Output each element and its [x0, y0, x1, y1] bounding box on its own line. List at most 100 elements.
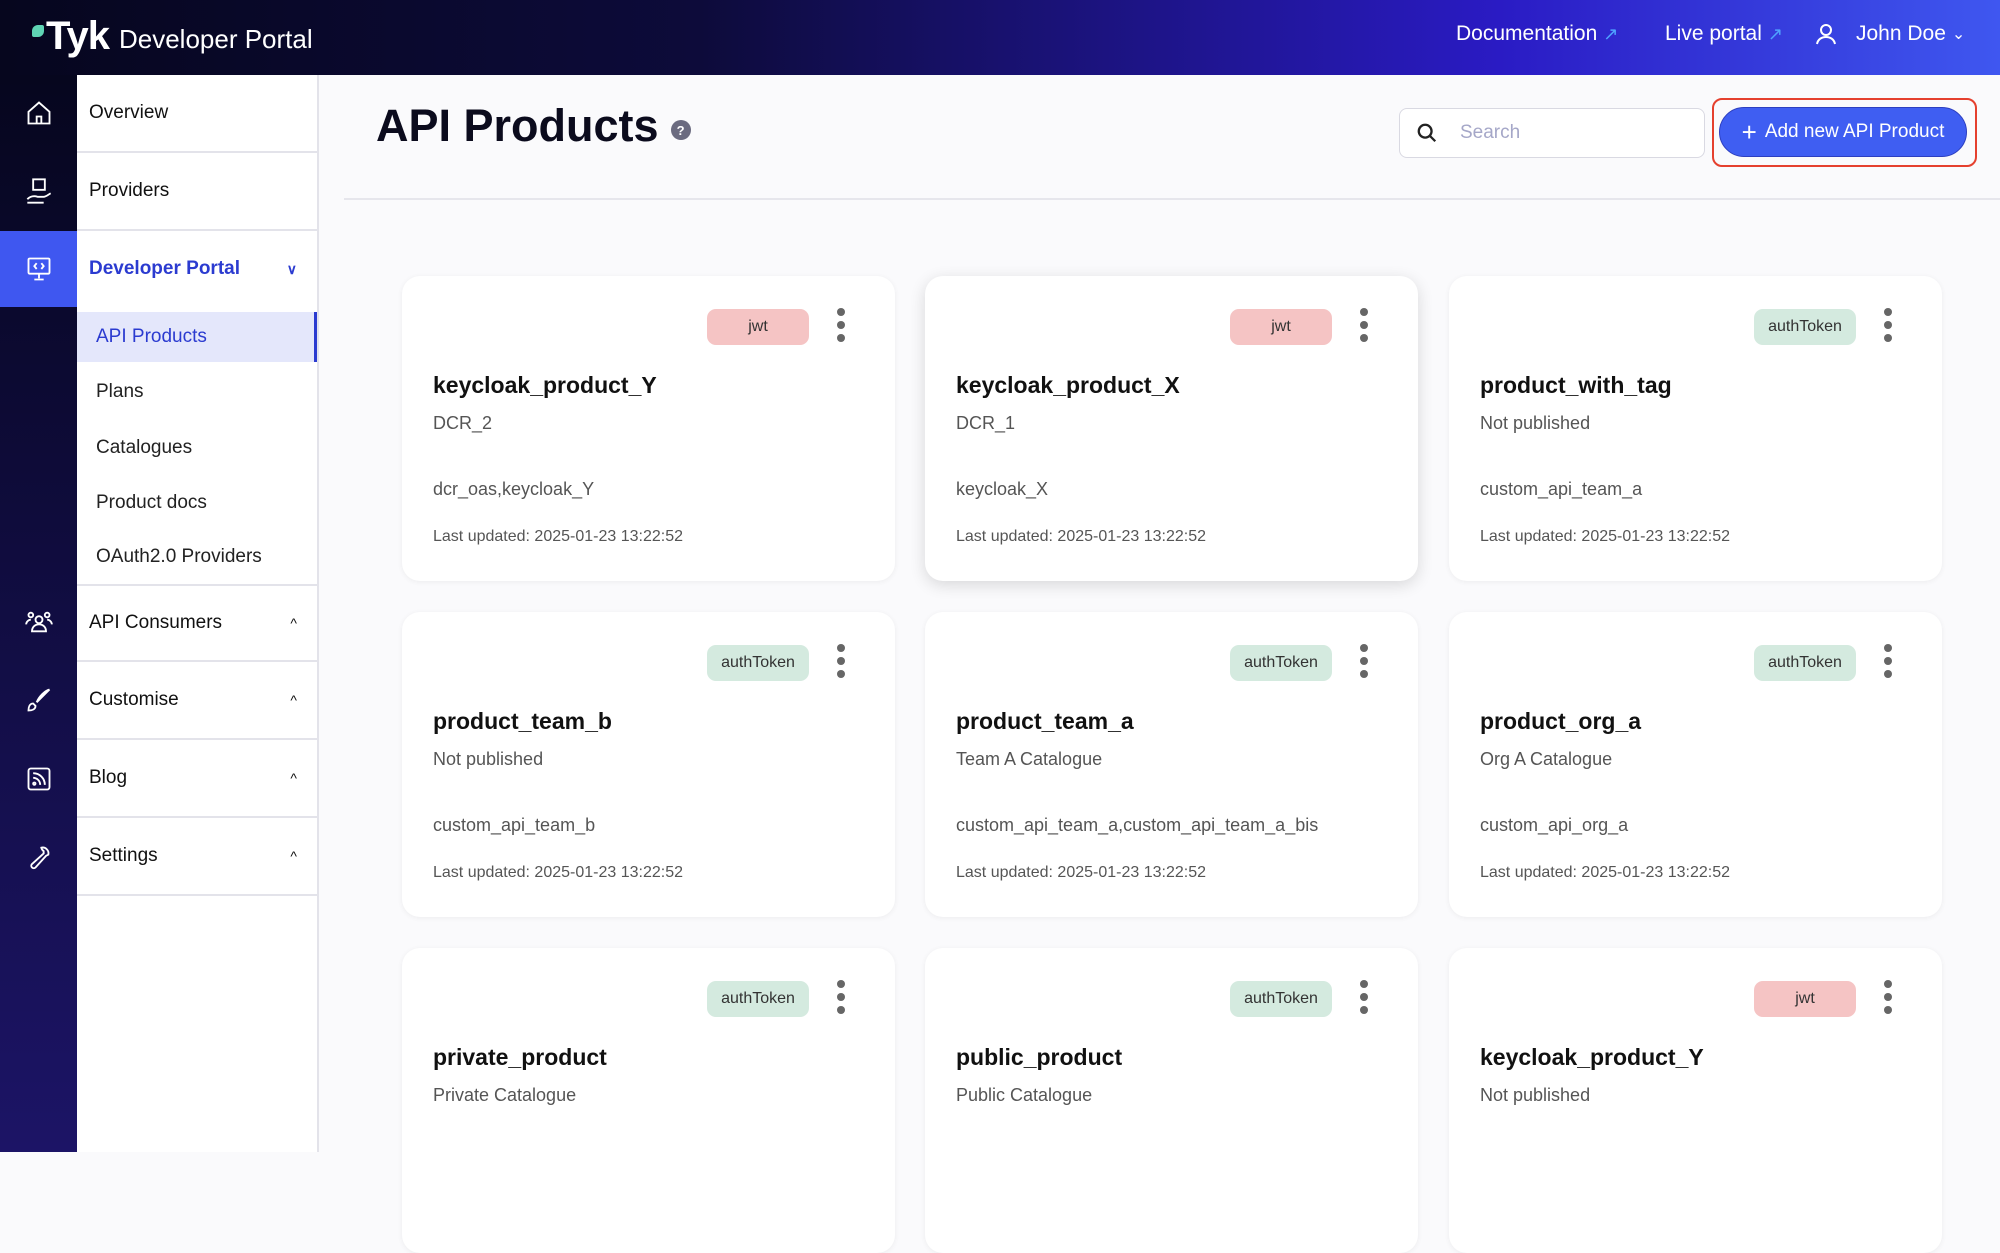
product-card[interactable]: jwt keycloak_product_Y Not published — [1449, 948, 1942, 1253]
product-apis: dcr_oas,keycloak_Y — [433, 479, 595, 499]
live-portal-link[interactable]: Live portal ↗ — [1665, 22, 1783, 46]
sidebar-item-label: Overview — [89, 102, 169, 123]
add-api-product-button[interactable]: + Add new API Product — [1719, 107, 1967, 157]
chevron-down-icon: ⌄ — [1951, 26, 1966, 43]
rail-customise[interactable] — [0, 662, 77, 738]
product-name: keycloak_product_Y — [433, 372, 657, 398]
product-apis: custom_api_team_a — [1480, 479, 1643, 499]
product-card[interactable]: authToken private_product Private Catalo… — [402, 948, 895, 1253]
product-card[interactable]: authToken public_product Public Catalogu… — [925, 948, 1418, 1253]
auth-type-badge: jwt — [1230, 309, 1332, 345]
home-icon — [27, 101, 50, 125]
sidebar-item-label: Developer Portal — [89, 258, 240, 279]
sidebar-subitem-plans[interactable]: Plans — [77, 367, 317, 417]
product-catalogue: Not published — [1480, 413, 1591, 433]
product-catalogue: Org A Catalogue — [1480, 749, 1613, 769]
rail-settings[interactable] — [0, 819, 77, 895]
sidebar-item-label: Customise — [89, 689, 179, 710]
auth-type-badge: authToken — [1754, 309, 1856, 345]
user-menu[interactable]: John Doe ⌄ — [1814, 22, 1965, 46]
product-catalogue: Public Catalogue — [956, 1085, 1093, 1105]
auth-type-badge: jwt — [707, 309, 809, 345]
product-apis: custom_api_org_a — [1480, 815, 1629, 835]
product-name: product_with_tag — [1480, 372, 1672, 398]
sidebar-item-developer-portal[interactable]: Developer Portal ∨ — [77, 231, 317, 307]
product-name: product_team_b — [433, 708, 612, 734]
product-apis: custom_api_team_b — [433, 815, 596, 835]
product-name: public_product — [956, 1044, 1123, 1070]
rail-blog[interactable] — [0, 741, 77, 817]
chevron-up-icon: ^ — [290, 848, 297, 864]
users-icon — [24, 611, 53, 633]
chevron-up-icon: ^ — [290, 615, 297, 631]
last-updated: Last updated: 2025-01-23 13:22:52 — [956, 864, 1206, 881]
page-title: API Products? — [376, 100, 691, 152]
sidebar-item-settings[interactable]: Settings ^ — [77, 818, 317, 896]
last-updated: Last updated: 2025-01-23 13:22:52 — [956, 528, 1206, 545]
sidebar-item-api-consumers[interactable]: API Consumers ^ — [77, 584, 317, 662]
more-options-icon[interactable] — [835, 644, 847, 678]
product-catalogue: DCR_1 — [956, 413, 1016, 433]
sidebar-subitem-label: Product docs — [96, 492, 207, 513]
product-apis: keycloak_X — [956, 479, 1049, 499]
last-updated: Last updated: 2025-01-23 13:22:52 — [433, 864, 683, 881]
product-catalogue: Private Catalogue — [433, 1085, 577, 1105]
sidebar-item-blog[interactable]: Blog ^ — [77, 740, 317, 818]
more-options-icon[interactable] — [1882, 980, 1894, 1014]
last-updated: Last updated: 2025-01-23 13:22:52 — [1480, 528, 1730, 545]
search-input[interactable] — [1460, 122, 1660, 144]
chevron-up-icon: ^ — [290, 770, 297, 786]
sidebar-subitem-oauth-providers[interactable]: OAuth2.0 Providers — [77, 532, 317, 582]
search-box[interactable] — [1399, 108, 1705, 158]
more-options-icon[interactable] — [1358, 980, 1370, 1014]
product-card[interactable]: authToken product_team_a Team A Catalogu… — [925, 612, 1418, 917]
more-options-icon[interactable] — [835, 308, 847, 342]
documentation-link[interactable]: Documentation ↗ — [1456, 22, 1618, 46]
search-icon — [1417, 123, 1437, 143]
help-icon[interactable]: ? — [670, 120, 691, 140]
sidebar-subitem-label: Catalogues — [96, 437, 193, 458]
product-card[interactable]: authToken product_team_b Not published cu… — [402, 612, 895, 917]
rail-providers[interactable] — [0, 153, 77, 229]
product-name: product_team_a — [956, 708, 1134, 734]
sidebar-subitem-product-docs[interactable]: Product docs — [77, 478, 317, 528]
provider-hand-icon — [26, 178, 51, 204]
rss-icon — [27, 767, 50, 791]
more-options-icon[interactable] — [1882, 308, 1894, 342]
page-title-text: API Products — [376, 100, 659, 151]
product-name: product_org_a — [1480, 708, 1642, 734]
external-link-icon: ↗ — [1603, 23, 1619, 44]
rail-api-consumers[interactable] — [0, 584, 77, 660]
sidebar-item-providers[interactable]: Providers — [77, 153, 317, 231]
external-link-icon: ↗ — [1767, 23, 1783, 44]
rail-developer-portal[interactable] — [0, 231, 77, 307]
auth-type-badge: authToken — [1230, 981, 1332, 1017]
sidebar-subitem-api-products[interactable]: API Products — [77, 312, 317, 362]
product-card[interactable]: authToken product_with_tag Not published… — [1449, 276, 1942, 581]
product-catalogue: Team A Catalogue — [956, 749, 1103, 769]
rail-overview[interactable] — [0, 75, 77, 151]
sidebar-item-label: Providers — [89, 180, 170, 201]
sidebar-item-label: Blog — [89, 767, 128, 788]
product-name: keycloak_product_Y — [1480, 1044, 1704, 1070]
documentation-label: Documentation — [1456, 22, 1598, 45]
sidebar-item-overview[interactable]: Overview — [77, 75, 317, 153]
product-card[interactable]: jwt keycloak_product_X DCR_1 keycloak_X La… — [925, 276, 1418, 581]
monitor-code-icon — [27, 257, 50, 281]
product-card[interactable]: jwt keycloak_product_Y DCR_2 dcr_oas,keyc… — [402, 276, 895, 581]
sidebar-subitem-label: Plans — [96, 381, 144, 402]
sidebar-subitem-catalogues[interactable]: Catalogues — [77, 423, 317, 473]
sidebar: Overview Providers Developer Portal ∨ API… — [77, 75, 319, 1152]
more-options-icon[interactable] — [1358, 644, 1370, 678]
sidebar-item-customise[interactable]: Customise ^ — [77, 662, 317, 740]
more-options-icon[interactable] — [835, 980, 847, 1014]
tyk-logo[interactable]: Tyk Developer Portal — [32, 14, 313, 59]
auth-type-badge: authToken — [707, 645, 809, 681]
product-card[interactable]: authToken product_org_a Org A Catalogue c… — [1449, 612, 1942, 917]
sidebar-subitem-label: API Products — [96, 326, 207, 347]
more-options-icon[interactable] — [1882, 644, 1894, 678]
product-apis: custom_api_team_a,custom_api_team_a_bis — [956, 815, 1319, 835]
more-options-icon[interactable] — [1358, 308, 1370, 342]
user-name: John Doe — [1856, 22, 1946, 45]
last-updated: Last updated: 2025-01-23 13:22:52 — [433, 528, 683, 545]
